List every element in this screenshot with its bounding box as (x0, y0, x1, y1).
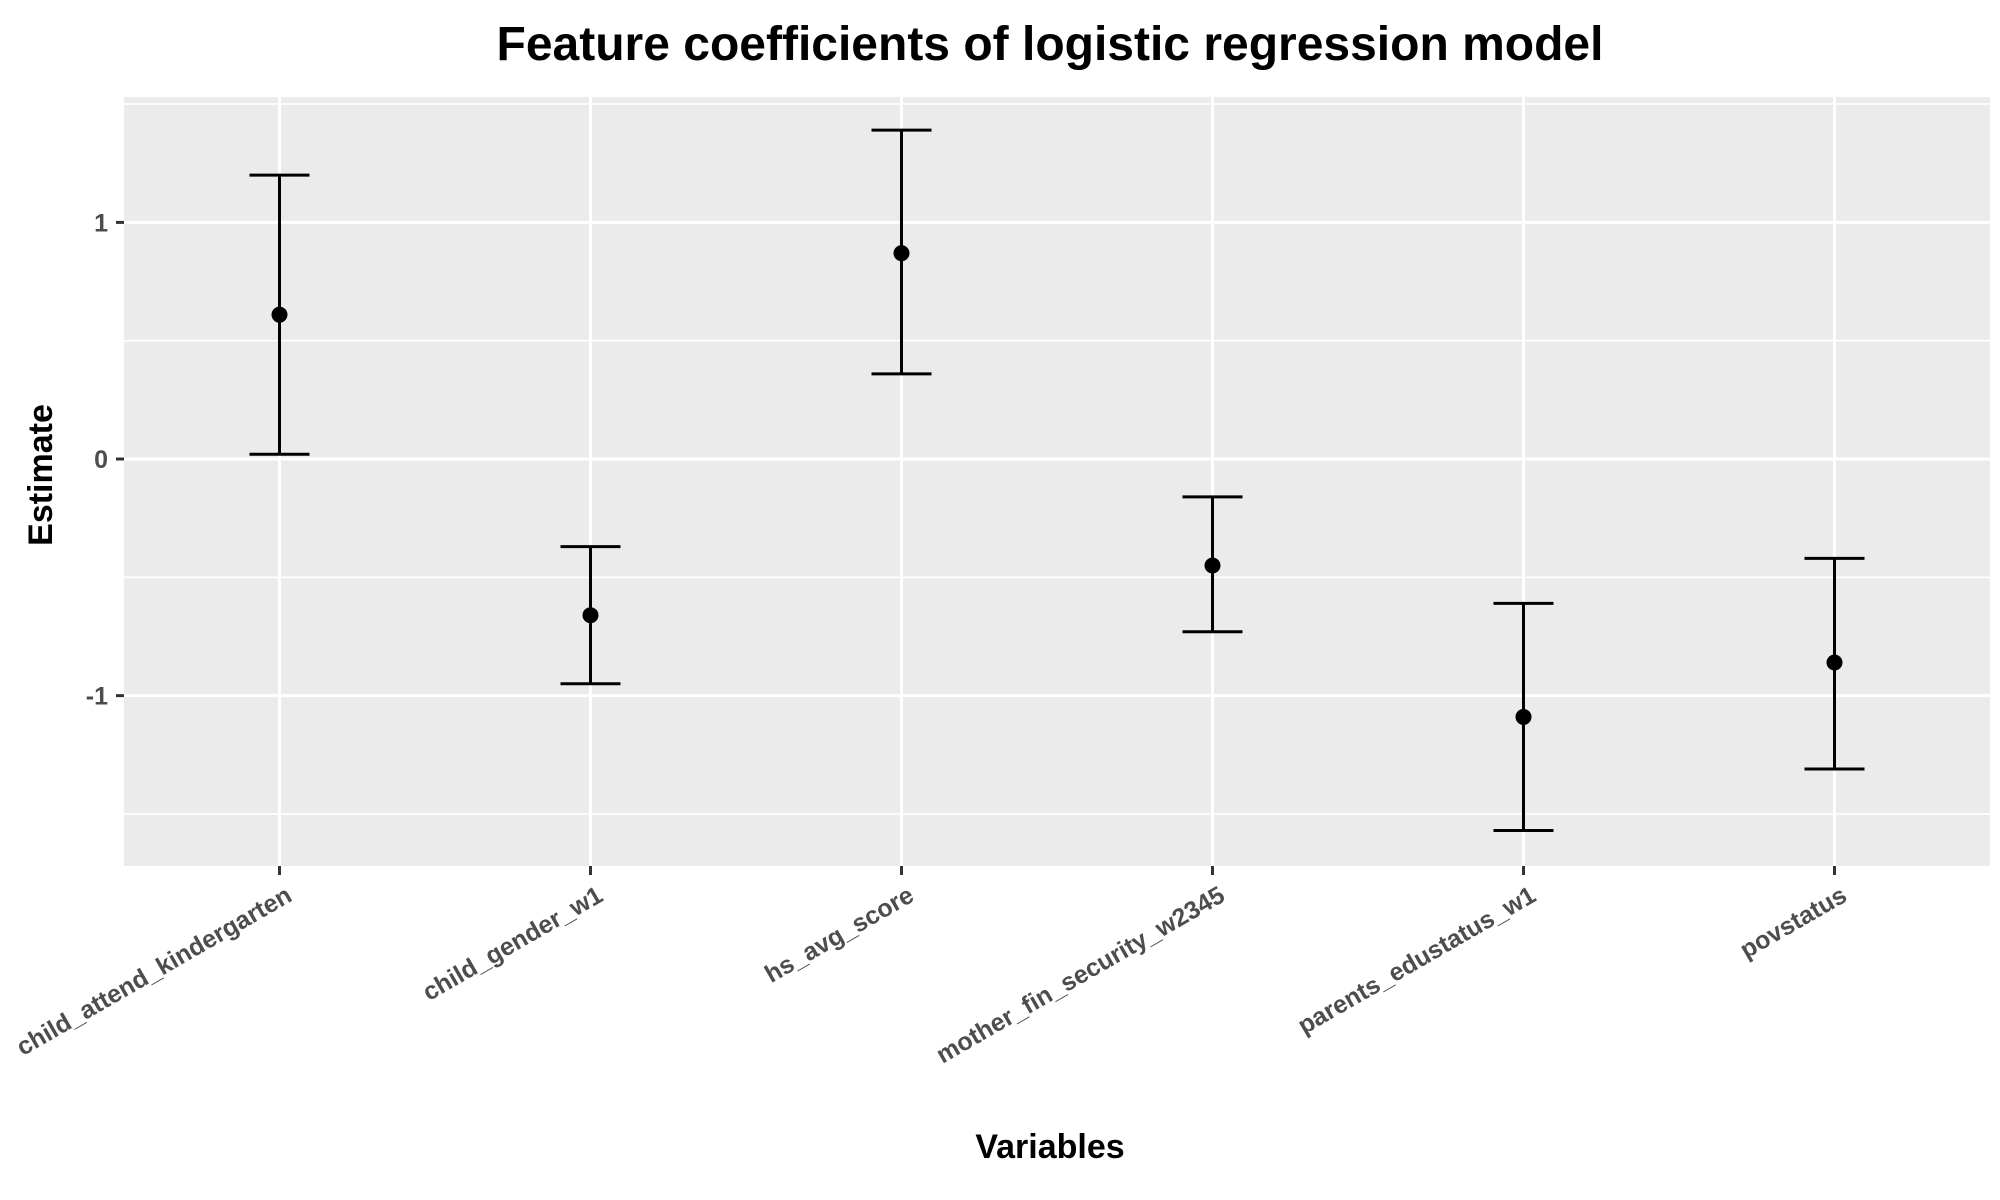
y-tick-label: -1 (86, 683, 108, 711)
estimate-point (271, 306, 288, 323)
x-tick-label: child_gender_w1 (418, 881, 608, 1007)
error-bar-group (1182, 495, 1243, 634)
y-axis: -1 0 1 (86, 209, 124, 711)
chart-title: Feature coefficients of logistic regress… (497, 18, 1604, 71)
x-tick-label: child_attend_kindergarten (12, 881, 297, 1062)
error-bar-group (871, 128, 932, 376)
estimate-point (1204, 557, 1221, 574)
error-bar-group (1493, 601, 1554, 833)
estimate-point (1826, 654, 1843, 671)
y-tick-label: 0 (94, 446, 108, 474)
x-axis: child_attend_kindergarten child_gender_w1… (12, 866, 1852, 1069)
error-bar-group (249, 173, 310, 456)
x-tick-label: parents_edustatus_w1 (1293, 881, 1541, 1040)
error-bar-group (1804, 556, 1865, 771)
y-axis-title: Estimate (22, 404, 60, 546)
estimate-point (582, 607, 599, 624)
x-tick-label: povstatus (1735, 881, 1851, 964)
plot-panel (124, 97, 1990, 866)
x-axis-title: Variables (975, 1128, 1124, 1166)
y-tick-label: 1 (94, 209, 108, 237)
estimate-point (1515, 708, 1532, 725)
x-tick-label: mother_fin_security_w2345 (931, 881, 1229, 1069)
estimate-point (893, 245, 910, 262)
error-bar-group (560, 545, 621, 686)
data-marks (249, 128, 1865, 833)
x-tick-label: hs_avg_score (760, 881, 919, 989)
